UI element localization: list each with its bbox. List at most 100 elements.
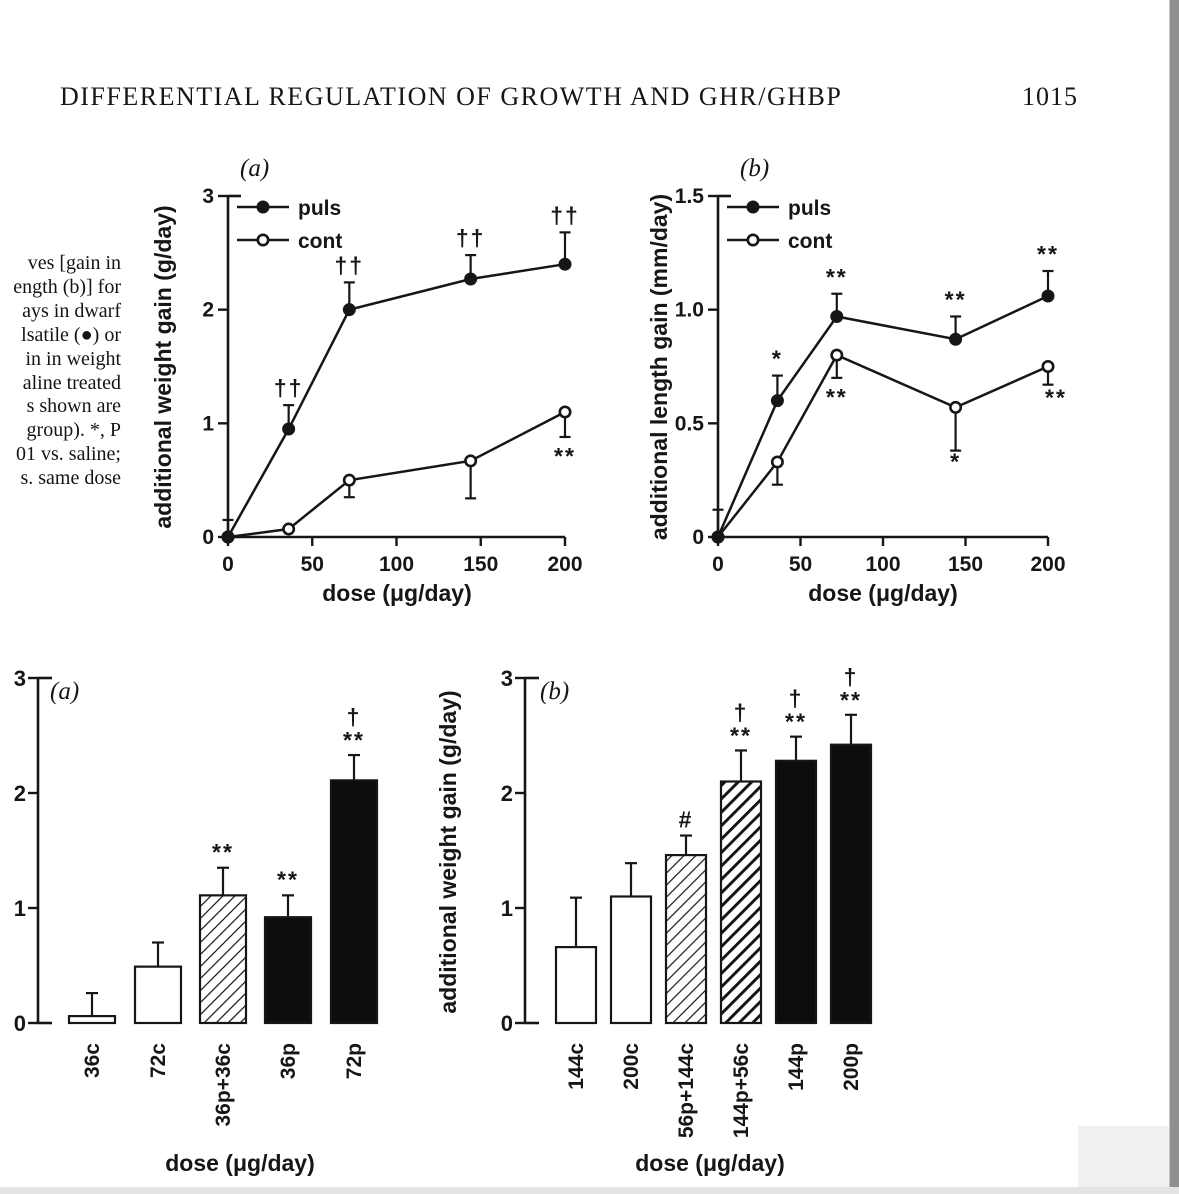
figure-caption-fragment: ves [gain in ength (b)] for ays in dwarf…: [0, 252, 121, 491]
line-a-series-puls: †† †† †† ††: [221, 202, 580, 544]
line-b-legend-cont: cont: [788, 230, 832, 253]
bar-b-significance: **: [730, 722, 752, 748]
line-a-legend-puls: puls: [298, 197, 341, 220]
svg-text:1: 1: [14, 896, 26, 921]
bar-a-category-label: 72p: [343, 1043, 366, 1079]
caption-line: lsatile (●) or: [21, 323, 121, 346]
bar-b-significance: †: [734, 699, 749, 725]
caption-line: 01 vs. saline;: [16, 443, 121, 466]
line-b-significance: *: [772, 346, 783, 372]
line-b-significance: **: [1045, 385, 1067, 411]
bar-a-significance: †: [347, 704, 362, 730]
svg-text:200: 200: [547, 553, 582, 576]
open-circle-marker: [746, 233, 760, 247]
caption-line: ves [gain in: [27, 252, 121, 274]
line-b-significance: *: [950, 449, 961, 475]
caption-line: group). *, P: [26, 419, 121, 442]
open-circle-marker: [830, 348, 844, 362]
line-b-significance: **: [826, 384, 848, 410]
bar-b-x-axis-label: dose (μg/day): [635, 1150, 785, 1176]
bar-b-bar-144p: †** 144p: [774, 686, 818, 1091]
filled-circle-marker: [256, 200, 270, 214]
filled-circle-marker: [1041, 289, 1055, 303]
caption-line: in in weight: [25, 347, 121, 370]
open-circle-marker: [949, 400, 963, 414]
line-a-x-axis-label: dose (μg/day): [322, 580, 472, 606]
svg-text:0: 0: [222, 553, 234, 576]
bar-b-category-label: 144p: [785, 1043, 808, 1091]
page-edge-shadow-right: [1169, 0, 1179, 1194]
svg-text:1.0: 1.0: [675, 299, 704, 322]
line-a-y-axis-label: additional weight gain (g/day): [150, 205, 176, 528]
open-circle-marker: [256, 233, 270, 247]
line-b-significance: **: [1037, 241, 1059, 267]
open-circle-marker: [282, 522, 296, 536]
caption-line: s shown are: [26, 395, 121, 418]
svg-text:200: 200: [1030, 553, 1065, 576]
filled-circle-marker: [830, 309, 844, 323]
filled-circle-marker: [711, 530, 725, 544]
filled-circle-marker: [746, 200, 760, 214]
bar-a-category-label: 36p: [277, 1043, 300, 1079]
page-edge-shadow-bottom: [0, 1187, 1179, 1194]
line-b-legend: puls cont: [727, 197, 832, 253]
line-b-panel-label: (b): [740, 155, 769, 182]
line-b-series-cont: *****: [711, 348, 1067, 544]
svg-text:2: 2: [14, 781, 26, 806]
bar-a-significance: **: [212, 839, 234, 865]
filled-circle-marker: [949, 332, 963, 346]
bar-b-bar-56p+144c: #56p+144c: [664, 807, 708, 1138]
bar-b-category-label: 56p+144c: [675, 1043, 698, 1138]
line-a-significance: **: [554, 443, 576, 469]
svg-text:50: 50: [301, 553, 324, 576]
open-circle-marker: [464, 454, 478, 468]
open-circle-marker: [558, 405, 572, 419]
svg-text:1.5: 1.5: [675, 185, 705, 208]
filled-circle-marker: [342, 303, 356, 317]
line-b-y-axis-label: additional length gain (mm/day): [646, 194, 672, 540]
svg-text:150: 150: [463, 553, 498, 576]
open-circle-marker: [342, 473, 356, 487]
bar-b-category-label: 200p: [840, 1043, 863, 1091]
caption-line: ays in dwarf: [22, 299, 121, 322]
line-a-significance: ††: [456, 225, 486, 251]
line-a-axes: 0 1 2 3 0 50 100 150 200: [202, 185, 582, 576]
line-b-legend-puls: puls: [788, 197, 831, 220]
svg-text:0: 0: [692, 526, 704, 549]
bar-a-significance: **: [277, 866, 299, 892]
bar-a-bar-36p: ** 36p: [263, 866, 313, 1079]
bar-b-significance: †: [844, 664, 859, 690]
line-a-significance: ††: [550, 202, 580, 228]
bar-b-bar-144c: 144c: [554, 896, 598, 1090]
bar-b-category-label: 200c: [620, 1043, 643, 1090]
open-circle-marker: [770, 455, 784, 469]
bar-a-category-label: 36c: [81, 1043, 104, 1078]
page-number: 1015: [1022, 82, 1078, 111]
bar-b-significance: **: [840, 687, 862, 713]
svg-text:0: 0: [712, 553, 724, 576]
svg-text:0: 0: [14, 1011, 26, 1036]
svg-text:0.5: 0.5: [675, 412, 705, 435]
bar-b-panel-label: (b): [540, 678, 569, 705]
figure-line-a: 0 1 2 3 0 50 100 150 200 dose (μg/day) additional …: [150, 155, 583, 606]
filled-circle-marker: [282, 422, 296, 436]
filled-circle-marker: [558, 257, 572, 271]
line-a-series-cont: **: [221, 405, 576, 544]
svg-text:100: 100: [379, 553, 414, 576]
bar-b-category-label: 144c: [565, 1043, 588, 1090]
filled-circle-marker: [770, 394, 784, 408]
svg-text:1: 1: [501, 896, 513, 921]
svg-text:100: 100: [865, 553, 900, 576]
svg-text:1: 1: [202, 412, 214, 435]
svg-text:2: 2: [202, 299, 214, 322]
line-b-significance: **: [826, 264, 848, 290]
svg-text:0: 0: [501, 1011, 513, 1036]
svg-text:0: 0: [202, 526, 214, 549]
line-a-legend: puls cont: [237, 197, 342, 253]
bar-a-bar-36c: 36c: [67, 991, 117, 1078]
svg-text:150: 150: [948, 553, 983, 576]
line-a-panel-label: (a): [240, 155, 269, 182]
bar-b-significance: †: [789, 686, 804, 712]
open-circle-marker: [1041, 359, 1055, 373]
